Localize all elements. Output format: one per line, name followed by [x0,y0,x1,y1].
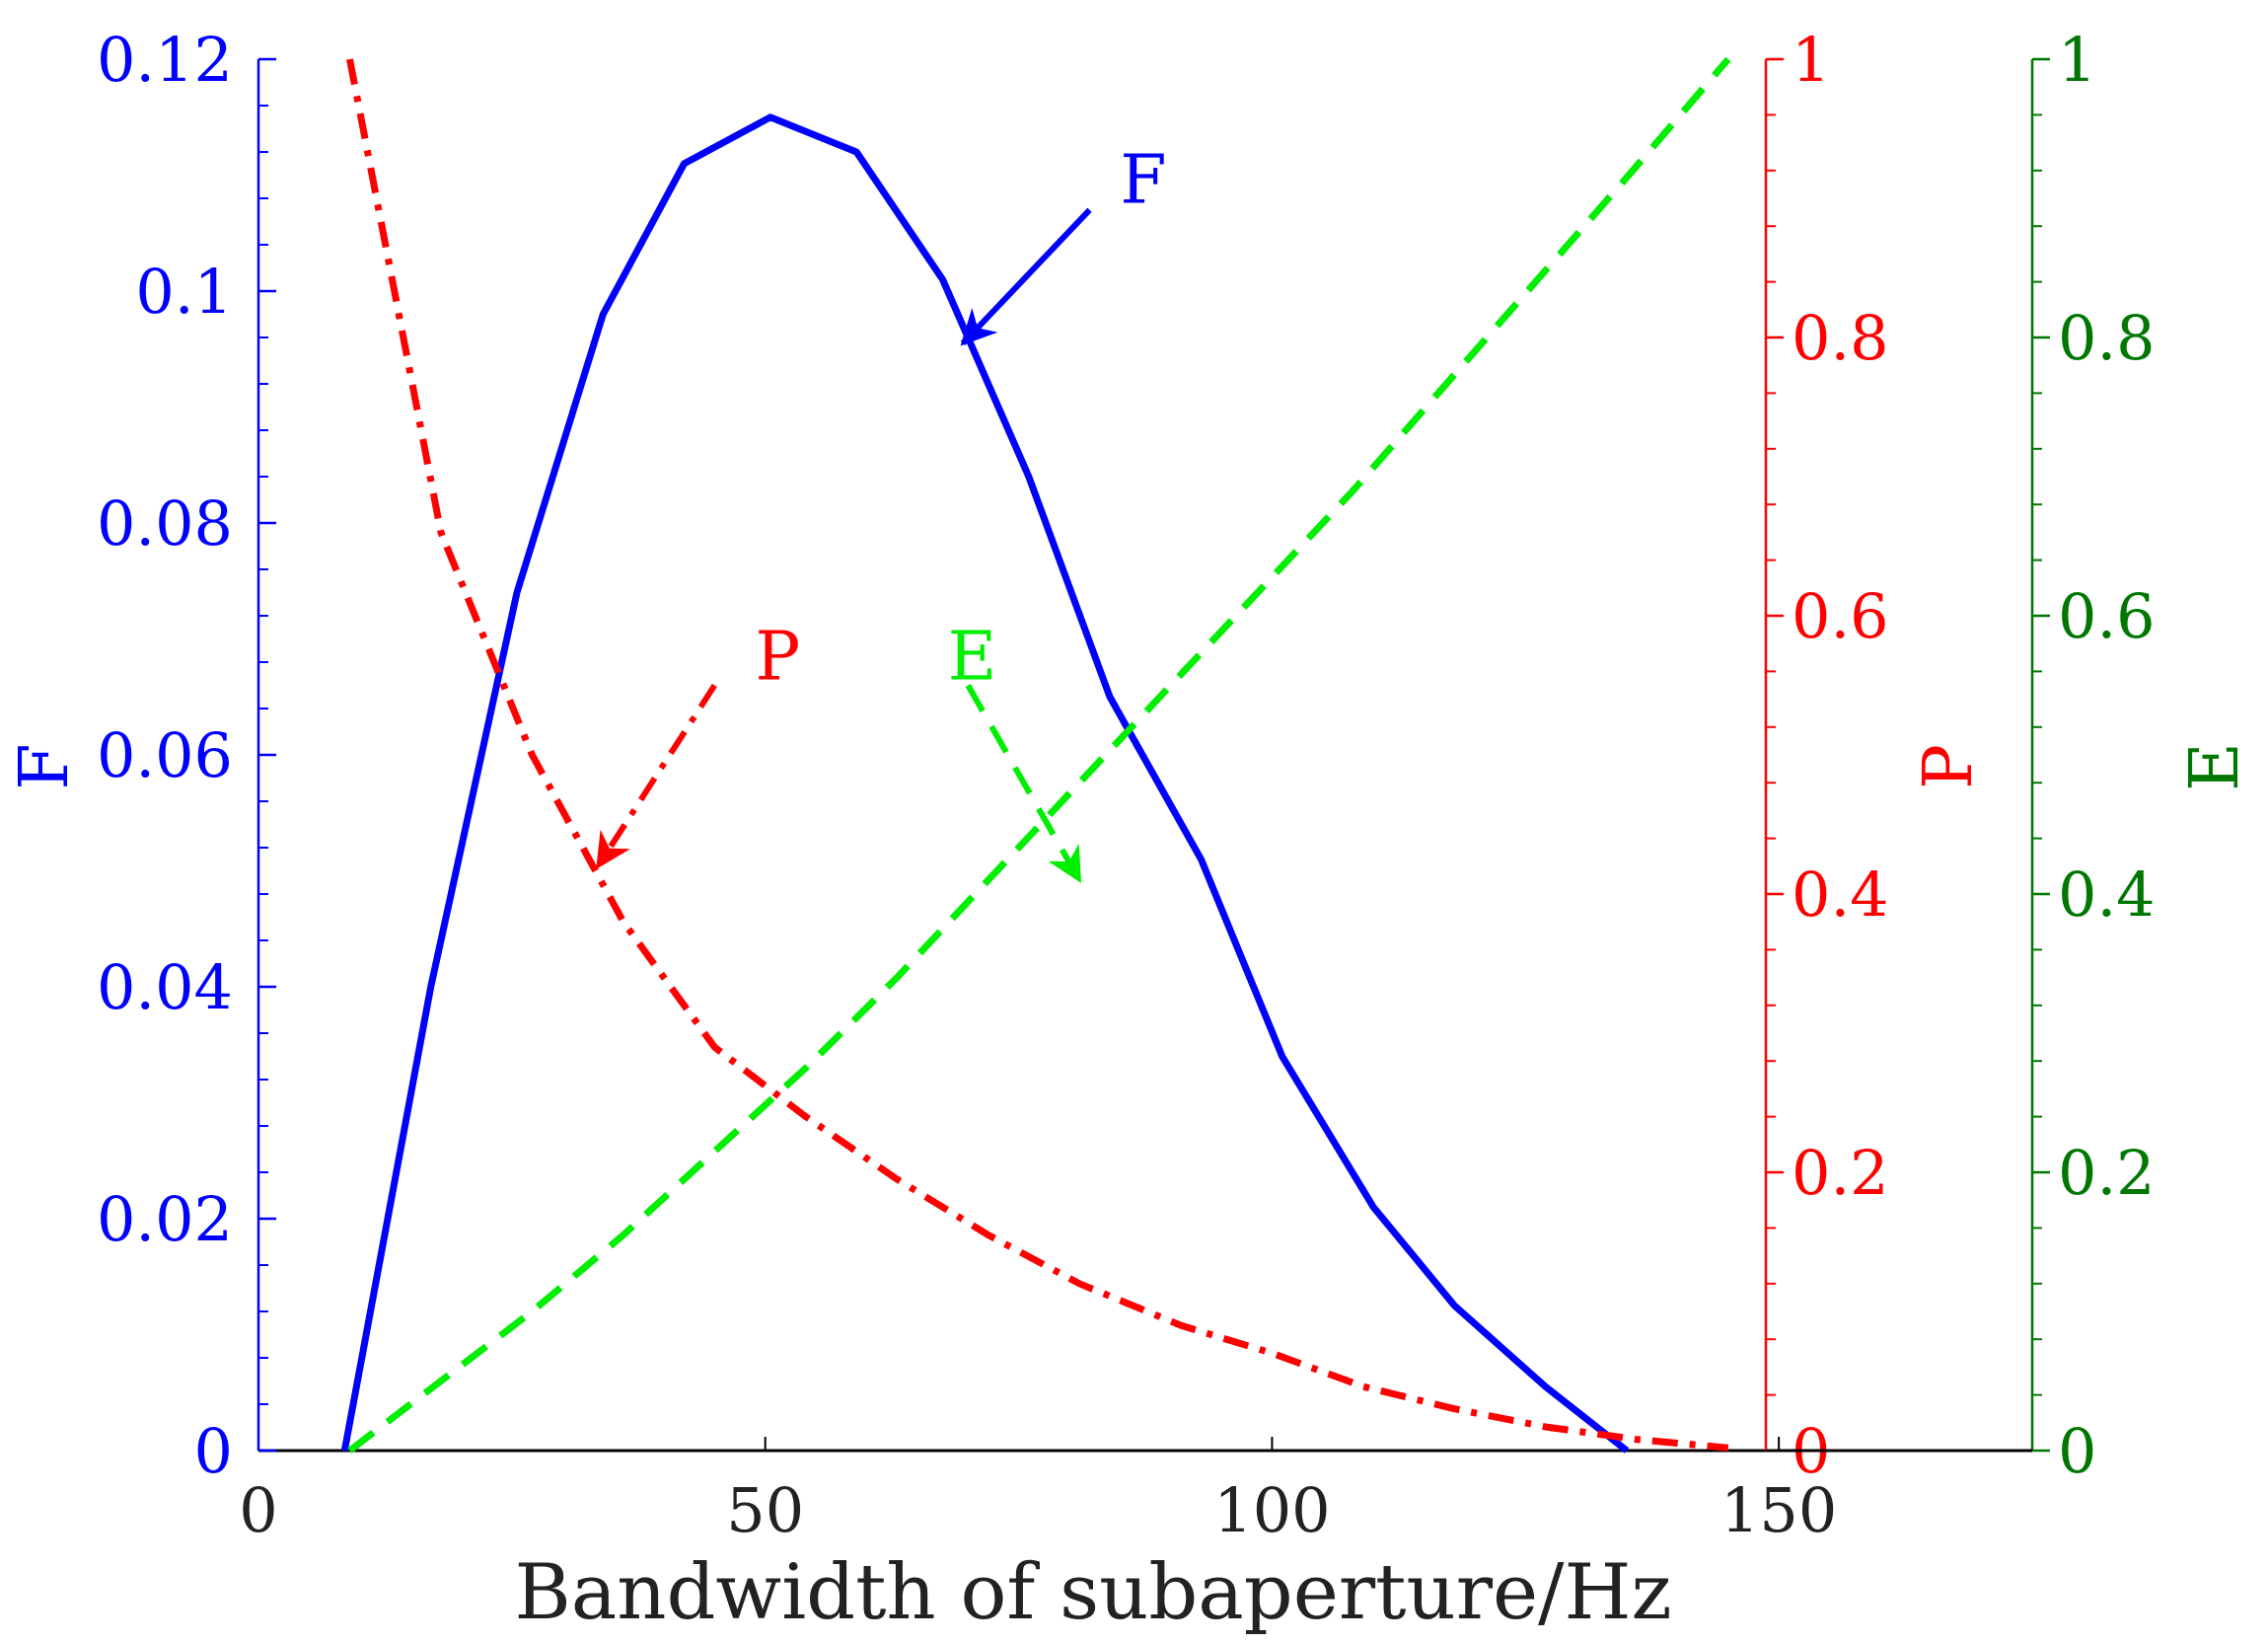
x-tick-label: 50 [726,1474,804,1546]
p-tick-label: 0.6 [1792,580,1889,652]
e-tick-label: 1 [2058,24,2096,96]
annotation-arrow-e [965,684,1082,884]
annotation-label-f: F [1120,141,1166,219]
x-axis-label: Bandwidth of subaperture/Hz [514,1548,1671,1637]
annotation-arrow-p [595,683,717,869]
e-tick-label: 0.4 [2058,859,2156,931]
series-line-e [347,56,1731,1454]
e-tick-label: 0.2 [2058,1137,2156,1209]
e-tick-label: 0.6 [2058,580,2156,652]
f-tick-label: 0.08 [97,487,233,560]
p-axis-title: P [1910,744,1988,789]
axes-layer: 0 50 100 150 0 0.02 0.04 0.06 0.08 0.1 0.12 0 0.2 0.4… [6,24,2254,1546]
series-layer [340,56,1731,1454]
annotation-layer: F P E [595,141,1167,884]
e-tick-label: 0 [2058,1415,2096,1487]
p-tick-label: 0.2 [1792,1137,1889,1209]
f-axis-title: F [6,743,84,789]
e-tick-label: 0.8 [2058,302,2156,374]
f-tick-label: 0.02 [97,1183,233,1255]
e-axis-title: E [2176,742,2254,791]
x-tick-label: 100 [1213,1474,1330,1546]
series-line-f [340,113,1630,1454]
p-tick-label: 0.4 [1792,859,1889,931]
annotation-arrow-f [960,207,1092,346]
f-tick-label: 0 [194,1415,233,1487]
p-tick-label: 0.8 [1792,302,1889,374]
annotation-label-e: E [948,618,997,696]
p-tick-label: 1 [1792,24,1830,96]
annotation-label-p: P [755,618,800,696]
series-line-p [346,58,1729,1452]
f-tick-label: 0.1 [135,256,233,328]
f-tick-label: 0.04 [97,951,233,1023]
x-tick-label: 150 [1720,1474,1837,1546]
f-tick-label: 0.12 [97,24,233,96]
f-tick-label: 0.06 [97,719,233,791]
x-tick-label: 0 [239,1474,277,1546]
